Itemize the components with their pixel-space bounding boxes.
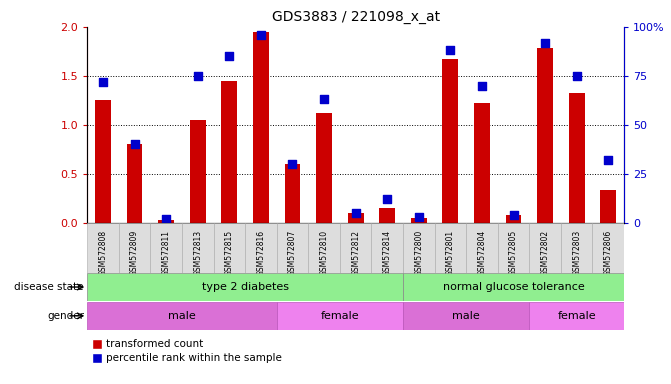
Bar bbox=[474, 103, 490, 223]
Text: GSM572815: GSM572815 bbox=[225, 230, 234, 276]
Text: GSM572811: GSM572811 bbox=[162, 230, 170, 276]
Bar bbox=[253, 32, 269, 223]
Text: normal glucose tolerance: normal glucose tolerance bbox=[443, 282, 584, 292]
Point bbox=[224, 53, 235, 59]
Bar bbox=[285, 164, 301, 223]
Text: GSM572803: GSM572803 bbox=[572, 230, 581, 276]
Text: GSM572814: GSM572814 bbox=[382, 230, 392, 276]
Point bbox=[161, 216, 172, 222]
Point bbox=[413, 214, 424, 220]
Bar bbox=[182, 223, 213, 273]
Text: GSM572801: GSM572801 bbox=[446, 230, 455, 276]
Legend: transformed count, percentile rank within the sample: transformed count, percentile rank withi… bbox=[93, 339, 282, 363]
Text: female: female bbox=[558, 311, 596, 321]
Point bbox=[193, 73, 203, 79]
Bar bbox=[221, 81, 238, 223]
Point bbox=[319, 96, 329, 103]
Bar bbox=[340, 223, 372, 273]
Bar bbox=[466, 223, 498, 273]
Point bbox=[445, 47, 456, 53]
Bar bbox=[403, 273, 624, 301]
Text: GSM572807: GSM572807 bbox=[288, 230, 297, 276]
Text: GSM572802: GSM572802 bbox=[541, 230, 550, 276]
Text: GSM572812: GSM572812 bbox=[351, 230, 360, 276]
Point bbox=[382, 196, 393, 202]
Point bbox=[287, 161, 298, 167]
Bar bbox=[87, 302, 276, 329]
Point bbox=[256, 31, 266, 38]
Bar bbox=[442, 59, 458, 223]
Bar bbox=[245, 223, 276, 273]
Bar bbox=[379, 208, 395, 223]
Bar bbox=[592, 223, 624, 273]
Point bbox=[476, 83, 487, 89]
Bar bbox=[95, 100, 111, 223]
Text: GSM572816: GSM572816 bbox=[256, 230, 266, 276]
Text: GSM572806: GSM572806 bbox=[604, 230, 613, 276]
Bar bbox=[348, 213, 364, 223]
Bar bbox=[529, 302, 624, 329]
Text: disease state: disease state bbox=[14, 282, 84, 292]
Text: type 2 diabetes: type 2 diabetes bbox=[201, 282, 289, 292]
Text: GSM572805: GSM572805 bbox=[509, 230, 518, 276]
Text: GSM572810: GSM572810 bbox=[319, 230, 329, 276]
Point bbox=[539, 40, 550, 46]
Bar bbox=[506, 215, 521, 223]
Bar bbox=[411, 218, 427, 223]
Bar bbox=[308, 223, 340, 273]
Text: GSM572813: GSM572813 bbox=[193, 230, 202, 276]
Bar bbox=[158, 220, 174, 223]
Text: GSM572809: GSM572809 bbox=[130, 230, 139, 276]
Text: GSM572800: GSM572800 bbox=[414, 230, 423, 276]
Bar bbox=[276, 302, 403, 329]
Text: GSM572808: GSM572808 bbox=[99, 230, 107, 276]
Bar bbox=[498, 223, 529, 273]
Bar bbox=[127, 144, 142, 223]
Bar bbox=[403, 302, 529, 329]
Point bbox=[603, 157, 613, 163]
Bar bbox=[537, 48, 553, 223]
Bar bbox=[190, 120, 205, 223]
Bar bbox=[569, 93, 584, 223]
Point bbox=[130, 141, 140, 147]
Bar bbox=[87, 223, 119, 273]
Text: gender: gender bbox=[47, 311, 84, 321]
Text: male: male bbox=[452, 311, 480, 321]
Bar bbox=[213, 223, 245, 273]
Title: GDS3883 / 221098_x_at: GDS3883 / 221098_x_at bbox=[272, 10, 440, 25]
Point bbox=[98, 79, 109, 85]
Bar bbox=[87, 273, 403, 301]
Bar bbox=[435, 223, 466, 273]
Point bbox=[350, 210, 361, 216]
Bar bbox=[316, 113, 332, 223]
Text: female: female bbox=[321, 311, 359, 321]
Text: GSM572804: GSM572804 bbox=[478, 230, 486, 276]
Point bbox=[508, 212, 519, 218]
Bar bbox=[561, 223, 592, 273]
Text: male: male bbox=[168, 311, 196, 321]
Bar bbox=[119, 223, 150, 273]
Bar bbox=[276, 223, 308, 273]
Point bbox=[571, 73, 582, 79]
Bar bbox=[372, 223, 403, 273]
Bar bbox=[529, 223, 561, 273]
Bar bbox=[403, 223, 435, 273]
Bar bbox=[601, 190, 616, 223]
Bar bbox=[150, 223, 182, 273]
